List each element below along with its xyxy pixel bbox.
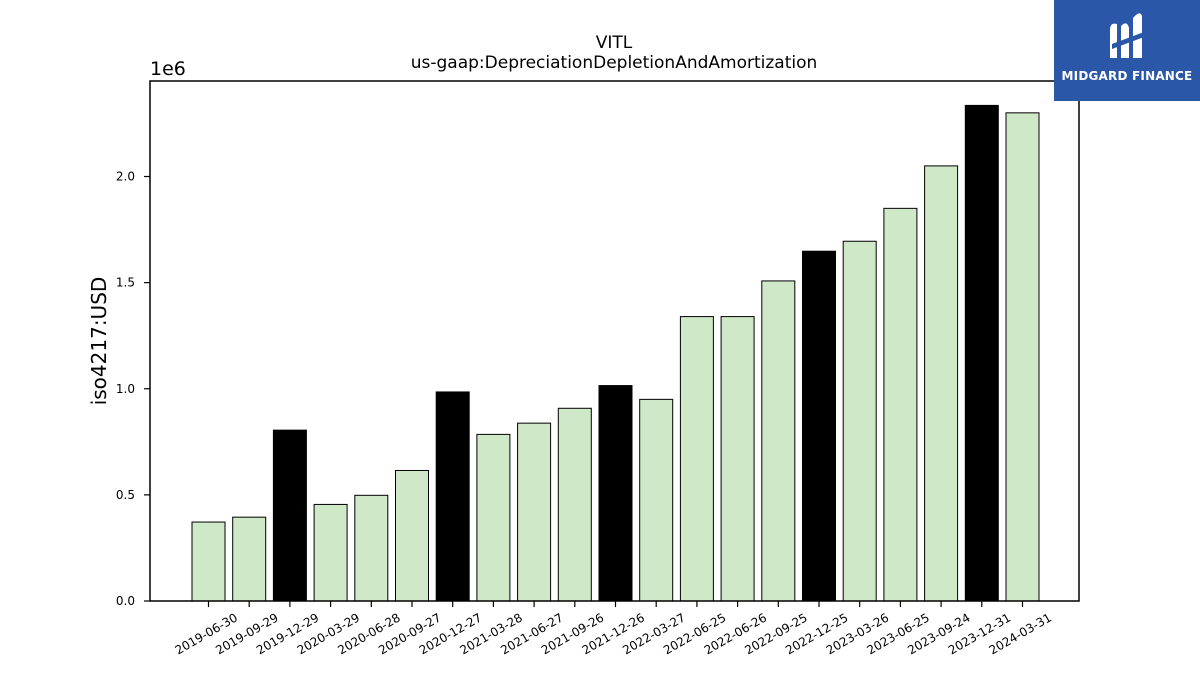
midgard-logo-mark-icon <box>1110 13 1144 59</box>
y-axis-label: iso4217:USD <box>87 277 111 406</box>
chart-title: VITL <box>596 33 633 53</box>
bar-2021-03-28 <box>476 433 511 602</box>
y-tick-label: 1.0 <box>116 382 135 396</box>
bar-2024-03-31 <box>1005 112 1040 602</box>
bar-2020-06-28 <box>354 494 389 602</box>
y-tick-label: 1.5 <box>116 276 135 290</box>
bar-2022-06-26 <box>720 316 755 602</box>
bar-2019-12-29 <box>272 429 307 602</box>
bar-2021-06-27 <box>517 422 552 602</box>
y-offset-label: 1e6 <box>150 58 186 80</box>
logo-text: MIDGARD FINANCE <box>1061 69 1193 83</box>
y-tick-label: 2.0 <box>116 170 135 184</box>
bar-2020-12-27 <box>435 391 470 602</box>
bars-group <box>191 104 1040 602</box>
bar-2022-06-25 <box>679 316 714 602</box>
y-tick-label: 0.0 <box>116 594 135 608</box>
midgard-finance-logo: MIDGARD FINANCE <box>1054 0 1200 101</box>
y-tick-label: 0.5 <box>116 488 135 502</box>
bar-2019-06-30 <box>191 521 226 602</box>
bar-2023-03-26 <box>842 240 877 602</box>
y-ticks-group: 0.0 0.5 1.0 1.5 2.0 <box>116 170 150 608</box>
x-ticks-group: 2019-06-302019-09-292019-12-292020-03-29… <box>173 601 1054 657</box>
bar-2022-03-27 <box>639 398 674 602</box>
bar-2023-09-24 <box>924 165 959 602</box>
bar-2021-12-26 <box>598 385 633 602</box>
bar-2020-09-27 <box>395 469 429 602</box>
bar-2023-06-25 <box>883 207 918 602</box>
bar-2022-12-25 <box>802 250 836 602</box>
bar-2022-09-25 <box>761 280 796 602</box>
bar-2020-03-29 <box>313 503 348 602</box>
plot-frame <box>149 80 1080 602</box>
bar-2021-09-26 <box>557 407 592 602</box>
chart-subtitle: us-gaap:DepreciationDepletionAndAmortiza… <box>411 53 818 73</box>
bar-2023-12-31 <box>964 104 999 602</box>
bar-2019-09-29 <box>232 516 267 602</box>
